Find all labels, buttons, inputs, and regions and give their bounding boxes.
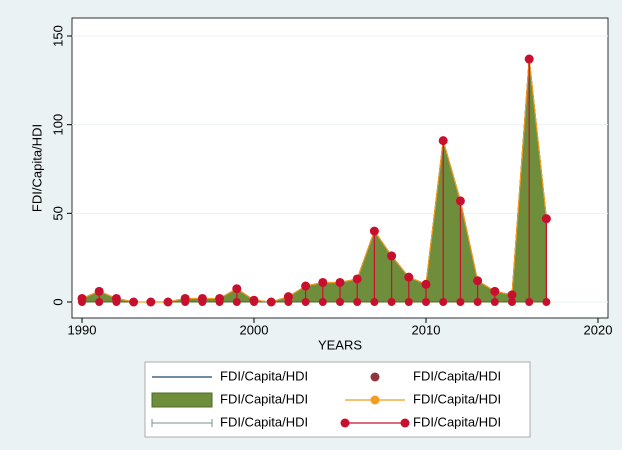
point	[301, 281, 311, 291]
point	[215, 293, 225, 303]
legend-label: FDI/Capita/HDI	[220, 368, 308, 383]
base-dot	[318, 298, 327, 306]
y-axis-title: FDI/Capita/HDI	[29, 124, 44, 212]
base-dot	[232, 298, 241, 306]
base-dot	[301, 298, 310, 306]
point	[490, 286, 500, 296]
point	[77, 293, 87, 303]
point	[507, 290, 517, 300]
base-dot	[336, 298, 344, 306]
x-tick-label: 1990	[68, 322, 97, 337]
point	[524, 54, 534, 64]
point	[455, 196, 465, 206]
point	[387, 251, 397, 261]
legend-label: FDI/Capita/HDI	[413, 414, 501, 429]
x-tick-label: 2000	[240, 322, 269, 337]
point	[352, 274, 362, 284]
base-dot	[508, 298, 516, 306]
y-tick-label: 150	[50, 25, 65, 47]
point	[541, 214, 551, 224]
base-dot	[542, 298, 551, 306]
point	[232, 284, 242, 294]
base-dot	[490, 298, 499, 306]
base-dot	[525, 298, 534, 306]
point	[473, 276, 483, 286]
connected-line	[81, 58, 547, 303]
legend-key	[370, 372, 380, 382]
y-tick-label: 50	[50, 206, 65, 220]
base-dot	[456, 298, 465, 306]
legend-label: FDI/Capita/HDI	[413, 391, 501, 406]
legend-label: FDI/Capita/HDI	[220, 414, 308, 429]
point	[369, 226, 379, 236]
point	[438, 136, 448, 146]
base-dot	[370, 298, 379, 306]
base-dot	[387, 298, 396, 306]
base-dot	[353, 298, 362, 306]
point	[421, 279, 431, 289]
point	[266, 297, 276, 307]
x-tick-label: 2010	[412, 322, 441, 337]
point	[180, 293, 190, 303]
x-axis-title: YEARS	[318, 337, 362, 352]
point	[283, 292, 293, 302]
legend-key	[400, 418, 410, 428]
legend-key	[340, 418, 350, 428]
point	[197, 293, 207, 303]
base-dot	[439, 298, 448, 306]
base-dot	[95, 298, 104, 306]
base-dot	[404, 298, 413, 306]
base-dot	[473, 298, 482, 306]
y-tick-label: 100	[50, 114, 65, 136]
point	[404, 272, 414, 282]
base-dot	[422, 298, 430, 306]
point	[146, 297, 156, 307]
point	[318, 277, 328, 287]
point	[129, 297, 139, 307]
point	[94, 286, 104, 296]
legend-label: FDI/Capita/HDI	[413, 368, 501, 383]
y-tick-label: 0	[50, 298, 65, 305]
point	[335, 277, 345, 287]
point	[249, 295, 259, 305]
point	[163, 297, 173, 307]
point	[111, 293, 121, 303]
legend-key	[151, 392, 213, 408]
x-tick-label: 2020	[584, 322, 613, 337]
legend-label: FDI/Capita/HDI	[220, 391, 308, 406]
legend-key	[370, 395, 380, 405]
